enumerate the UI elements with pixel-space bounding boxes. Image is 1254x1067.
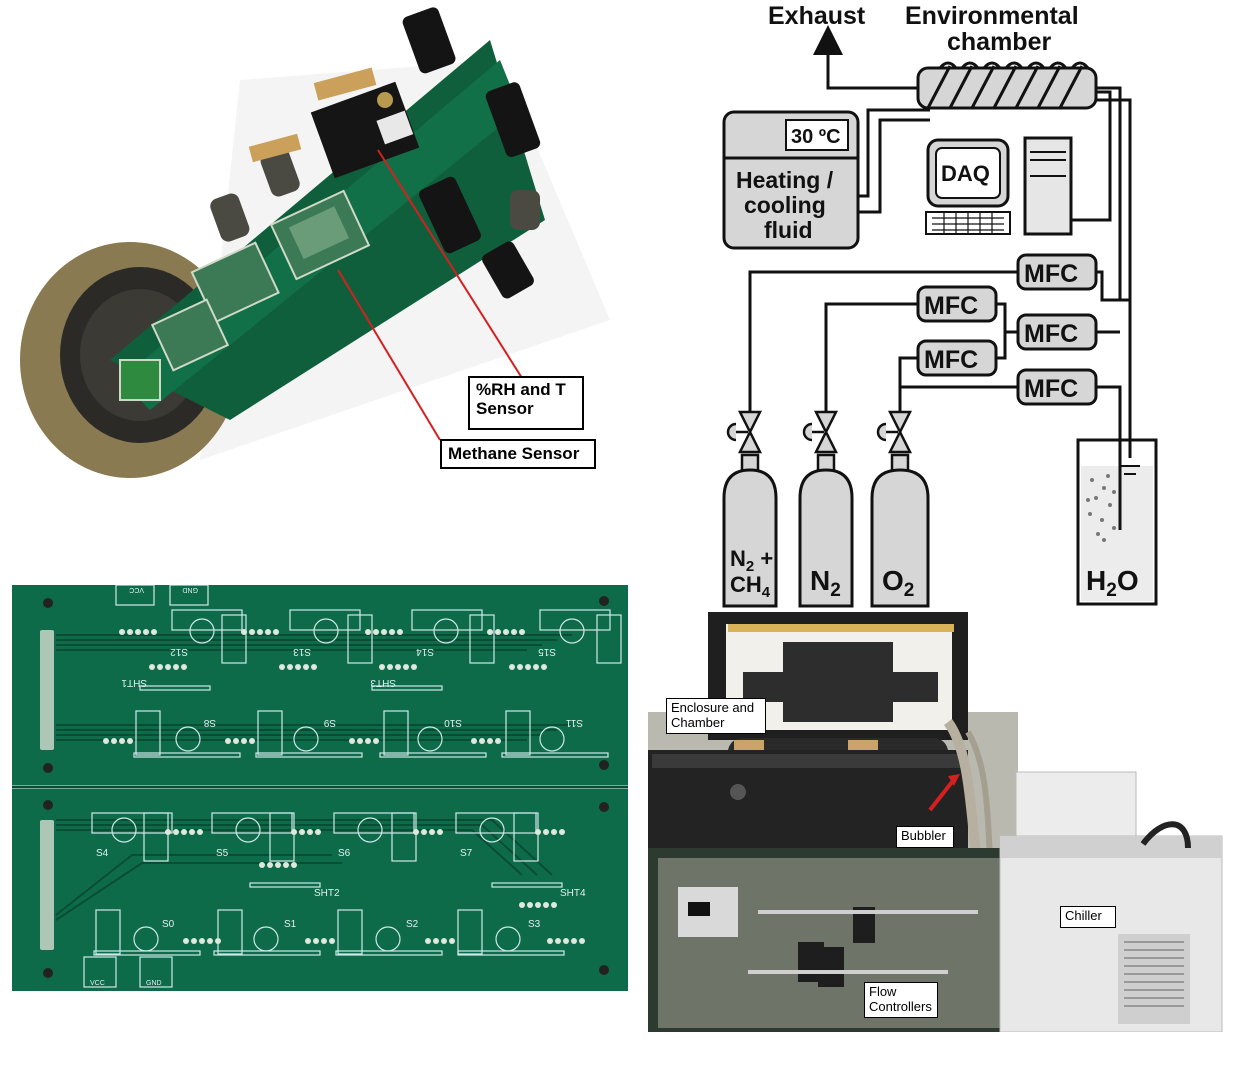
cylinder-n2: N2 [798,453,854,608]
daq-label: DAQ [941,161,990,186]
silk-s3: S3 [528,919,541,930]
silk-gnd-bottom: GND [146,980,162,987]
flow-controllers-label: Flow Controllers [864,982,938,1018]
silk-s10: S10 [444,717,462,728]
silk-s14: S14 [416,646,434,657]
mfc-2: MFC [916,285,998,323]
rh-t-sensor-board [310,81,420,179]
methane-callout-line [337,269,441,441]
exhaust-arrow [813,25,918,90]
silk-s12: S12 [170,646,188,657]
mfc-5: MFC [1016,368,1098,406]
valve-o2 [876,410,913,454]
cylinder-n2-ch4: N2 + CH4 [722,453,778,608]
pcb-layout: S12 S13 S14 S15 SHT1 SHT3 S8 S9 S10 S11 … [12,585,628,991]
cylinder-o2: O2 [870,453,930,608]
svg-text:MFC: MFC [924,292,978,320]
silk-s7: S7 [460,848,473,859]
experimental-setup-photo: Enclosure and Chamber Bubbler Chiller Fl… [648,612,1238,1032]
rh-t-sensor-label: %RH and T Sensor [468,376,584,430]
flow-controller-units [748,907,978,987]
mfc-3: MFC [1016,313,1098,351]
svg-text:MFC: MFC [1024,320,1078,348]
silk-s4: S4 [96,848,109,859]
valve-n2ch4 [726,410,763,454]
svg-text:MFC: MFC [924,346,978,374]
valve-n2 [802,410,839,454]
bubbler-arrow [928,780,954,812]
heating-label-line2: cooling [744,192,826,218]
environmental-chamber [916,61,1098,110]
sensor-board-illustration [20,7,610,478]
schematic-diagram: Exhaust Environmental chamber 30 ºC Heat… [722,2,1158,608]
silk-s2: S2 [406,919,419,930]
chiller-unit [999,771,1223,1032]
silk-s1: S1 [284,919,297,930]
heating-label-line3: fluid [764,217,813,243]
silk-s6: S6 [338,848,351,859]
mfc-4: MFC [916,339,998,377]
temperature-display [785,119,849,151]
silk-sht2: SHT2 [314,888,340,899]
silk-vcc-bottom: VCC [90,980,105,987]
silk-s9: S9 [323,717,336,728]
chiller-label: Chiller [1060,906,1116,928]
chamber-label-line2: chamber [947,28,1051,56]
silk-s0: S0 [162,919,175,930]
exhaust-label: Exhaust [768,2,866,30]
svg-text:MFC: MFC [1024,260,1078,288]
computer-tower [1023,136,1073,236]
silk-s8: S8 [203,717,216,728]
pcb-top-half [12,585,628,785]
svg-text:H2O: H2O [1086,565,1139,601]
sensor-board-photo: %RH and T Sensor Methane Sensor [0,0,640,500]
svg-text:N2: N2 [810,565,841,601]
heating-label-line1: Heating / [736,167,834,193]
methane-sensor-label: Methane Sensor [440,439,596,469]
gas-flow-schematic: Exhaust Environmental chamber 30 ºC Heat… [700,0,1170,615]
silk-s13: S13 [293,646,311,657]
svg-text:O2: O2 [882,565,914,601]
rh-t-callout-line [377,149,523,379]
silk-s11: S11 [566,717,583,728]
silk-s15: S15 [538,646,556,657]
mfc-1: MFC [1016,253,1098,291]
setup-illustration [648,612,1223,1032]
silk-sht1: SHT1 [121,677,147,688]
enclosure-label: Enclosure and Chamber [666,698,766,734]
heating-cooling-unit: 30 ºC Heating / cooling fluid [722,110,860,250]
silk-gnd-top: GND [182,586,198,593]
pcb-board: S12 S13 S14 S15 SHT1 SHT3 S8 S9 S10 S11 … [12,585,628,991]
chamber-label-line1: Environmental [905,2,1079,30]
enclosure-lid [708,612,968,740]
svg-text:CH4: CH4 [730,572,771,601]
svg-text:N2 +: N2 + [730,546,773,575]
silk-s5: S5 [216,848,229,859]
daq-computer: DAQ [925,136,1073,236]
water-bubbler: H2O [1076,438,1158,606]
temperature-readout: 30 ºC [791,126,841,148]
silk-sht3: SHT3 [370,677,396,688]
bubbler-label: Bubbler [896,826,954,848]
svg-text:MFC: MFC [1024,375,1078,403]
silk-vcc-top: VCC [129,586,144,593]
silk-sht4: SHT4 [560,888,586,899]
methane-sensor-board [269,189,371,281]
